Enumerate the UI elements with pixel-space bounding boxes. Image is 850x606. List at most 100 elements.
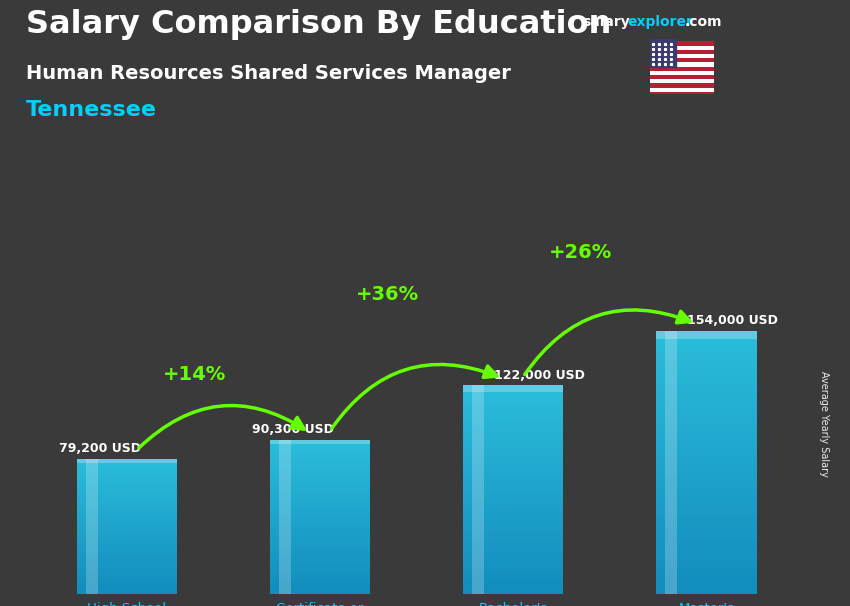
Bar [656, 495, 756, 502]
Bar [463, 578, 564, 584]
Bar [656, 331, 756, 339]
Bar [76, 496, 177, 499]
Bar [656, 384, 756, 390]
Bar [656, 331, 756, 337]
Bar [463, 552, 564, 558]
Bar [76, 472, 177, 476]
Bar [269, 493, 370, 498]
Bar [656, 488, 756, 495]
Text: 79,200 USD: 79,200 USD [60, 442, 141, 455]
Bar [76, 581, 177, 584]
Bar [656, 581, 756, 587]
Bar [656, 430, 756, 436]
Text: Tennessee: Tennessee [26, 100, 156, 120]
Bar [269, 582, 370, 586]
Bar [76, 489, 177, 492]
Bar [656, 337, 756, 344]
Bar [650, 71, 714, 75]
Bar [76, 479, 177, 482]
Bar [656, 436, 756, 442]
Text: 122,000 USD: 122,000 USD [494, 369, 585, 382]
Bar [269, 444, 370, 447]
Bar [656, 502, 756, 508]
Bar [650, 67, 714, 71]
Bar [76, 564, 177, 567]
Bar [269, 532, 370, 536]
Bar [463, 411, 564, 417]
Bar [656, 364, 756, 370]
Bar [656, 534, 756, 541]
Bar [656, 574, 756, 581]
Bar [76, 573, 177, 577]
Bar [269, 501, 370, 505]
Bar [656, 370, 756, 377]
Bar [650, 45, 714, 50]
Bar [656, 377, 756, 384]
Bar [463, 521, 564, 526]
Bar [76, 482, 177, 485]
Bar [463, 401, 564, 406]
Bar [463, 464, 564, 469]
Bar [463, 562, 564, 568]
Bar [269, 579, 370, 582]
Bar [656, 423, 756, 430]
Bar [76, 587, 177, 590]
Bar [279, 439, 291, 594]
Bar [76, 567, 177, 570]
Bar [76, 492, 177, 496]
Bar [269, 513, 370, 517]
Bar [650, 79, 714, 84]
Bar [76, 547, 177, 550]
Bar [463, 422, 564, 427]
Bar [76, 557, 177, 560]
Bar [76, 584, 177, 587]
Text: Human Resources Shared Services Manager: Human Resources Shared Services Manager [26, 64, 510, 82]
Bar [656, 568, 756, 574]
Bar [656, 476, 756, 482]
Bar [269, 524, 370, 528]
Bar [656, 462, 756, 469]
Bar [463, 427, 564, 432]
Bar [269, 447, 370, 451]
Bar [463, 432, 564, 438]
Text: +14%: +14% [162, 365, 226, 384]
Bar [76, 499, 177, 502]
Bar [269, 544, 370, 548]
Bar [76, 550, 177, 553]
Bar [269, 486, 370, 490]
Bar [650, 41, 714, 45]
Bar [472, 385, 484, 594]
Bar [269, 574, 370, 579]
Bar [269, 478, 370, 482]
Bar [463, 500, 564, 505]
Bar [463, 479, 564, 484]
Bar [463, 490, 564, 495]
Bar [269, 490, 370, 493]
Bar [656, 515, 756, 522]
Bar [463, 495, 564, 500]
Bar [463, 391, 564, 396]
Bar [76, 462, 177, 465]
Bar [656, 469, 756, 476]
Bar [463, 588, 564, 594]
Bar [463, 385, 564, 391]
Bar [76, 502, 177, 506]
Bar [656, 344, 756, 350]
Text: explorer: explorer [627, 15, 693, 29]
Bar [665, 331, 677, 594]
Bar [269, 455, 370, 459]
Bar [76, 523, 177, 526]
Bar [463, 526, 564, 531]
Bar [650, 84, 714, 88]
Bar [269, 459, 370, 463]
Bar [463, 438, 564, 443]
Bar [650, 39, 676, 67]
Bar [76, 468, 177, 472]
Bar [269, 555, 370, 559]
Bar [656, 554, 756, 561]
Text: Average Yearly Salary: Average Yearly Salary [819, 371, 829, 477]
Bar [76, 553, 177, 557]
Bar [76, 513, 177, 516]
Bar [76, 577, 177, 581]
Bar [76, 516, 177, 519]
